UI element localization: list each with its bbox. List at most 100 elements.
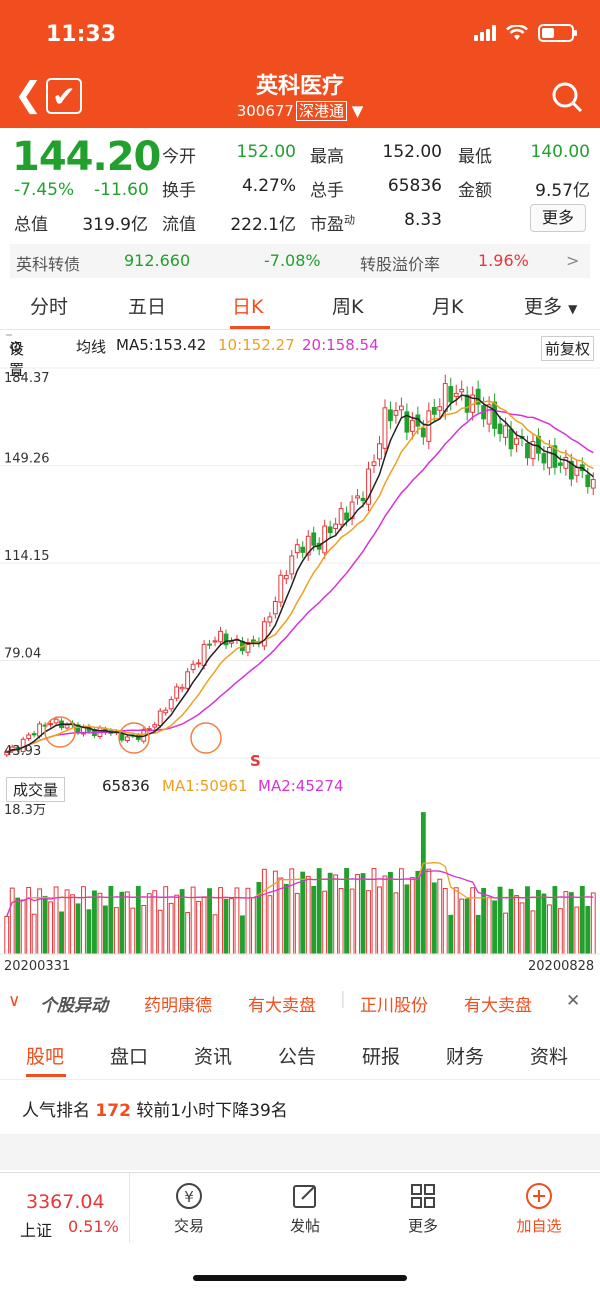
candle-body [349,501,355,520]
ma5-line [6,394,594,753]
tab-daily-k[interactable]: 日K [232,296,264,318]
volume-bar [377,886,382,955]
candle-body [420,427,426,438]
amount-value: 9.57亿 [535,181,590,201]
tab-news[interactable]: 资讯 [194,1046,233,1068]
volume-bar [305,875,311,955]
volume-bar [20,899,26,955]
volume-bar [64,889,70,955]
bond-price: 912.660 [124,251,191,270]
volume-bar [207,888,212,955]
volume-bar [130,907,136,955]
volume-bar [437,878,443,955]
news-ticker[interactable]: ∨ 个股异动 药明康德 有大卖盘 | 正川股份 有大卖盘 ✕ [0,983,600,1023]
candle-body [300,546,306,553]
candle-body [289,555,295,575]
volume-bar [250,897,256,955]
settings-button[interactable]: ⚙ 设置 [6,334,24,379]
tab-orderbook[interactable]: 盘口 [110,1046,149,1068]
stock-code[interactable]: 300677 深港通 ▼ [0,100,600,121]
tab-monthly-k[interactable]: 月K [432,296,464,318]
candle-body [218,630,223,643]
volume-bar [431,882,437,955]
candle-body [355,495,360,499]
volume-button[interactable]: 成交量 [6,777,66,802]
add-watchlist-button[interactable]: 加自选 [494,1181,584,1236]
status-time: 11:33 [46,22,117,47]
y-tick-label: 149.26 [4,452,50,467]
search-icon[interactable] [550,80,584,114]
volume-bar [75,903,81,955]
tab-more[interactable]: 更多 ▼ [524,292,577,319]
news-stock-2[interactable]: 正川股份 [360,996,428,1016]
convertible-bond-row[interactable]: 英科转债 912.660 -7.08% 转股溢价率 1.96% > [10,244,590,278]
volume-bar [316,868,322,955]
hands-value: 65836 [387,176,442,196]
active-tab-underline [26,1074,66,1077]
tab-profile[interactable]: 资料 [530,1046,569,1068]
bottom-toolbar: 3367.04 上证 0.51% ¥ 交易 发帖 更多 加自选 [0,1172,600,1293]
candle-body [64,724,70,729]
candle-body [261,621,267,647]
volume-bar [530,910,536,955]
volume-bar [382,875,388,955]
volume-bar [398,868,404,955]
candle-body [245,642,251,653]
ma10-line [6,400,594,753]
tab-intraday[interactable]: 分时 [30,296,69,318]
volume-bar [59,911,64,955]
chevron-down-icon[interactable]: ∨ [8,991,21,1011]
candle-body [393,410,399,416]
favorite-check-icon[interactable]: ✔ [46,78,82,114]
index-name: 上证 [20,1221,53,1240]
turnover-value: 4.27% [241,176,296,196]
news-stock-1[interactable]: 药明康德 [144,996,212,1016]
pct-change: -7.45% [14,180,75,200]
pattern-circle [44,716,76,748]
volume-chart[interactable]: 18.3万 20200331 20200828 [0,800,600,976]
candle-body [503,425,508,438]
tab-forum[interactable]: 股吧 [26,1046,65,1068]
trade-label: 交易 [173,1217,204,1235]
close-icon[interactable]: ✕ [566,991,581,1011]
candle-body [9,746,15,752]
tab-research[interactable]: 研报 [362,1046,401,1068]
tab-weekly-k[interactable]: 周K [332,296,364,318]
index-quote[interactable]: 3367.04 上证 0.51% [0,1173,130,1243]
candle-body [185,671,191,689]
volume-bar [294,892,300,955]
candle-body [344,512,350,521]
add-icon [526,1183,552,1209]
candle-body [212,640,218,643]
open-value: 152.00 [236,142,296,162]
more-button[interactable]: 更多 [378,1181,468,1236]
candle-body [26,734,32,739]
candle-body [563,457,569,469]
candle-body [146,728,152,731]
candle-body [459,388,465,393]
ma20-value: 20:158.54 [302,336,379,354]
trade-button[interactable]: ¥ 交易 [144,1181,234,1236]
tab-five-day[interactable]: 五日 [128,296,167,318]
back-icon[interactable]: ❮ [14,75,43,115]
tab-financials[interactable]: 财务 [446,1046,485,1068]
candle-body [492,401,498,429]
adjust-button[interactable]: 前复权 [540,336,594,361]
section-gap [0,1134,600,1170]
candlestick-chart[interactable]: 184.37 149.26 114.15 79.04 43.93 S [0,358,600,772]
volume-bar [267,895,273,955]
candle-body [333,523,339,530]
low-value: 140.00 [530,142,590,162]
ma5-value: MA5:153.42 [116,336,207,354]
news-tag-1: 有大卖盘 [248,996,316,1016]
more-quote-button[interactable]: 更多 [530,204,586,232]
tab-announcements[interactable]: 公告 [278,1046,317,1068]
volume-bar [322,890,328,955]
volume-bar [283,883,289,955]
pattern-circle [118,722,150,754]
volume-bar [289,868,295,955]
y-tick-label: 184.37 [4,371,50,386]
candle-body [557,462,563,466]
post-button[interactable]: 发帖 [260,1181,350,1236]
volume-ma2: MA2:45274 [258,777,344,795]
